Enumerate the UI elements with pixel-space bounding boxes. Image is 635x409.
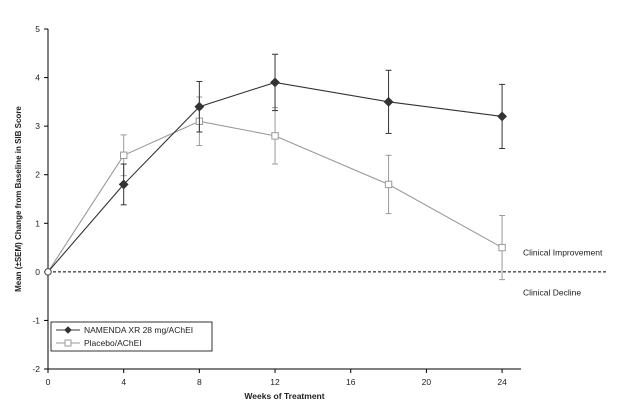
- x-tick-label: 0: [46, 377, 51, 387]
- y-tick-label: 0: [35, 267, 40, 277]
- series-layer: [44, 53, 508, 281]
- series-line: [47, 81, 503, 273]
- axes: [47, 29, 521, 370]
- legend-marker: [64, 339, 72, 347]
- baseline-point: [44, 268, 52, 276]
- data-point: [270, 77, 280, 88]
- x-tick-label: 8: [197, 377, 202, 387]
- legend-marker: [64, 326, 72, 334]
- legend-box: [50, 321, 213, 352]
- y-tick-label: 1: [35, 218, 40, 228]
- series-0: [44, 53, 508, 276]
- data-point: [119, 151, 128, 159]
- y-axis-ticks: -2 -1 0 1 2 3 4 5: [32, 24, 48, 374]
- x-tick-label: 20: [422, 377, 432, 387]
- y-tick-label: -2: [32, 364, 40, 374]
- y-tick-label: 3: [35, 121, 40, 131]
- data-point: [497, 111, 508, 122]
- annotations: Clinical Improvement Clinical Decline: [523, 247, 603, 297]
- data-point: [498, 243, 506, 252]
- x-tick-label: 4: [121, 377, 126, 387]
- x-axis-ticks: 0 4 8 12 16 20 24: [46, 369, 507, 387]
- annotation-label: Clinical Improvement: [523, 247, 603, 257]
- legend: NAMENDA XR 28 mg/AChEI Placebo/AChEI: [50, 321, 213, 352]
- y-tick-label: -1: [32, 315, 40, 325]
- x-tick-label: 12: [270, 377, 280, 387]
- y-axis-label: Mean (±SEM) Change from Baseline in SIB …: [14, 106, 23, 292]
- data-point: [384, 180, 393, 189]
- x-tick-label: 16: [346, 377, 356, 387]
- annotation-label: Clinical Decline: [523, 287, 581, 297]
- x-axis-label: Weeks of Treatment: [244, 391, 324, 401]
- series-1: [44, 96, 506, 281]
- data-point: [271, 132, 279, 140]
- data-point: [118, 179, 129, 190]
- data-point: [383, 96, 394, 107]
- y-tick-label: 4: [35, 73, 40, 83]
- x-tick-label: 24: [497, 377, 507, 387]
- y-tick-label: 2: [35, 170, 40, 180]
- legend-label: NAMENDA XR 28 mg/AChEI: [84, 325, 193, 335]
- series-line: [47, 120, 503, 273]
- legend-label: Placebo/AChEI: [84, 338, 142, 348]
- data-point: [194, 101, 205, 112]
- y-tick-label: 5: [35, 24, 40, 34]
